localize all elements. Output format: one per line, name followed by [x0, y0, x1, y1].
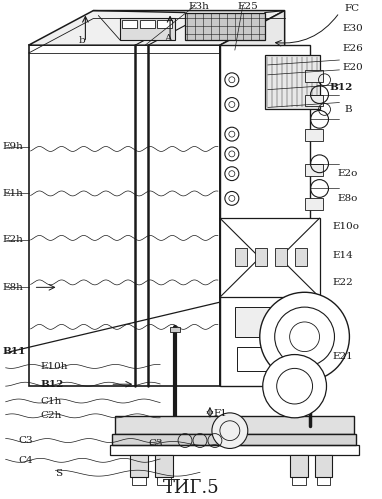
- Text: E22: E22: [332, 278, 353, 287]
- Polygon shape: [29, 10, 285, 45]
- Text: E2o: E2o: [337, 169, 358, 178]
- Bar: [255, 248, 267, 265]
- Bar: [237, 347, 272, 371]
- Bar: [110, 446, 359, 456]
- Bar: [132, 477, 146, 485]
- Text: b: b: [78, 36, 85, 45]
- Circle shape: [260, 292, 350, 381]
- Bar: [157, 477, 171, 485]
- Text: ΤИГ.5: ΤИГ.5: [163, 479, 219, 497]
- Circle shape: [263, 355, 327, 418]
- Text: E14: E14: [332, 251, 353, 260]
- Text: E26: E26: [342, 43, 363, 52]
- Bar: [235, 307, 275, 337]
- Bar: [170, 327, 180, 332]
- Bar: [291, 477, 306, 485]
- Bar: [295, 248, 307, 265]
- Text: C3: C3: [148, 439, 163, 448]
- Text: C3: C3: [19, 436, 33, 445]
- Text: B11: B11: [3, 347, 26, 356]
- Bar: [304, 199, 322, 210]
- Bar: [317, 477, 330, 485]
- Text: B: B: [345, 105, 352, 114]
- Text: E10o: E10o: [332, 222, 359, 231]
- Text: E8h: E8h: [3, 283, 24, 292]
- Bar: [185, 12, 265, 40]
- Text: C2h: C2h: [40, 411, 62, 420]
- Bar: [115, 416, 354, 434]
- Text: E9h: E9h: [3, 143, 24, 152]
- Text: E30: E30: [342, 24, 363, 33]
- Bar: [112, 434, 356, 446]
- Bar: [220, 218, 319, 297]
- Bar: [275, 248, 286, 265]
- Bar: [140, 20, 155, 28]
- Text: S: S: [55, 469, 63, 478]
- Text: E2h: E2h: [3, 236, 24, 245]
- Polygon shape: [220, 10, 285, 386]
- Text: E21: E21: [332, 352, 353, 361]
- Bar: [130, 456, 148, 477]
- Bar: [290, 456, 308, 477]
- Text: B12: B12: [40, 380, 64, 389]
- Bar: [235, 248, 247, 265]
- Text: C1h: C1h: [40, 397, 62, 406]
- Text: FC: FC: [345, 4, 359, 13]
- Text: E8o: E8o: [337, 194, 358, 203]
- Text: F1: F1: [214, 409, 228, 418]
- Text: E25: E25: [238, 2, 259, 11]
- Text: E10h: E10h: [40, 362, 68, 371]
- Circle shape: [212, 413, 248, 449]
- Bar: [304, 95, 322, 106]
- Text: C4: C4: [19, 456, 33, 465]
- Bar: [157, 20, 172, 28]
- Text: B12: B12: [330, 83, 353, 92]
- Bar: [120, 18, 175, 40]
- Bar: [304, 70, 322, 82]
- Bar: [304, 129, 322, 141]
- Bar: [122, 20, 137, 28]
- Text: E20: E20: [342, 63, 363, 72]
- Bar: [29, 45, 220, 386]
- Text: A: A: [164, 34, 172, 43]
- Bar: [220, 45, 309, 386]
- Bar: [304, 327, 317, 332]
- Bar: [314, 456, 332, 477]
- Bar: [265, 55, 319, 109]
- Text: E1h: E1h: [3, 189, 24, 198]
- Bar: [304, 164, 322, 176]
- Text: E3h: E3h: [188, 2, 209, 11]
- Bar: [155, 456, 173, 477]
